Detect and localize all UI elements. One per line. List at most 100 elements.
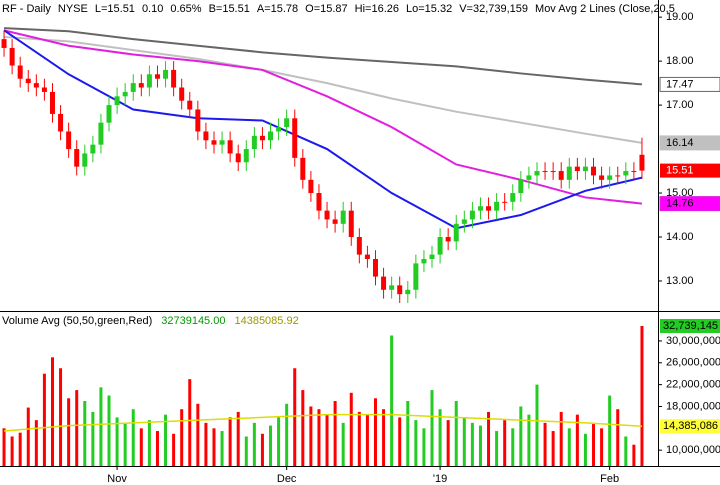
candle-body <box>98 122 104 145</box>
candle-body <box>639 154 645 171</box>
candle-body <box>437 237 443 255</box>
last-value-label: 14.76 <box>666 197 694 209</box>
volume-bar <box>503 420 507 466</box>
volume-bar <box>59 368 63 466</box>
volume-bar <box>285 403 289 466</box>
candle-body <box>566 166 572 180</box>
volume-bar <box>277 417 281 466</box>
volume-bar <box>438 409 442 466</box>
volume-bar <box>535 384 539 466</box>
candle-body <box>324 210 330 220</box>
candle-body <box>372 258 378 277</box>
volume-bar <box>365 414 369 466</box>
volume-bar <box>34 420 38 466</box>
candle-body <box>591 166 597 176</box>
header-item: Mov Avg 2 Lines (Close,20,5 <box>535 3 675 15</box>
candle-body <box>429 254 435 259</box>
volume-bar <box>115 417 119 466</box>
volume-bar <box>188 379 192 466</box>
header-item: Volume Avg (50,50,green,Red) <box>2 315 152 327</box>
volume-bar <box>454 401 458 466</box>
header-item: 32739145.00 <box>161 315 225 327</box>
volume-bar <box>2 428 6 466</box>
candle-body <box>550 171 556 173</box>
volume-bar <box>341 422 345 466</box>
volume-bar <box>495 431 499 466</box>
candle-body <box>623 171 629 176</box>
candle-body <box>542 171 548 173</box>
volume-bar <box>196 403 200 466</box>
volume-bar <box>608 395 612 466</box>
volume-bar <box>220 431 224 466</box>
volume-bar <box>390 335 394 466</box>
volume-bar <box>269 425 273 466</box>
volume-bar <box>252 422 256 466</box>
last-value-label: 14,385,086 <box>663 420 718 432</box>
volume-bar <box>301 390 305 466</box>
volume-bar <box>575 414 579 466</box>
candle-body <box>405 289 411 295</box>
volume-bar <box>83 401 87 466</box>
last-value-box <box>659 76 720 92</box>
volume-bar <box>551 431 555 466</box>
candle-body <box>154 74 160 79</box>
header-item: NYSE <box>58 3 88 15</box>
y-tick-label: 19.00 <box>666 11 694 23</box>
header-item: A=15.78 <box>257 3 298 15</box>
candle-body <box>421 258 427 264</box>
candle-body <box>631 171 637 173</box>
candle-body <box>534 171 540 176</box>
y-tick-label: 18,000,000 <box>666 400 720 412</box>
candle-body <box>332 219 338 224</box>
candle-body <box>445 237 451 242</box>
candle-body <box>171 69 177 88</box>
volume-bar <box>511 428 515 466</box>
y-tick-label: 13.00 <box>666 275 694 287</box>
volume-bar <box>430 390 434 466</box>
last-value-box <box>659 196 720 212</box>
candle-body <box>469 210 475 220</box>
candle-body <box>211 140 217 145</box>
volume-bar <box>559 411 563 466</box>
moving-average-line <box>3 27 643 86</box>
candle-body <box>259 135 265 141</box>
last-value-label: 16.14 <box>666 137 694 149</box>
y-tick-label: 26,000,000 <box>666 357 720 369</box>
volume-bar <box>139 428 143 466</box>
candle-body <box>300 157 306 180</box>
last-volume-box <box>660 318 720 333</box>
last-value-box <box>659 135 720 151</box>
candle-body <box>25 78 31 84</box>
y-tick-label: 18.00 <box>666 55 694 67</box>
volume-bar <box>317 409 321 466</box>
candle-body <box>33 83 39 88</box>
candle-body <box>308 179 314 194</box>
candle-body <box>58 113 64 132</box>
candle-body <box>599 175 605 180</box>
last-value-label: 17.47 <box>666 78 694 90</box>
header-item: 14385085.92 <box>234 315 298 327</box>
candle-body <box>615 175 621 177</box>
volume-header: Volume Avg (50,50,green,Red) 32739145.00 1… <box>2 315 299 327</box>
candle-body <box>1 39 7 48</box>
candle-body <box>316 193 322 211</box>
candle-body <box>356 237 362 255</box>
candle-body <box>276 127 282 132</box>
volume-bar <box>75 390 79 466</box>
candle-body <box>90 144 96 154</box>
candle-body <box>558 171 564 180</box>
volume-bar <box>228 417 232 466</box>
candle-body <box>195 109 201 132</box>
last-value-box <box>660 419 720 434</box>
volume-bar <box>357 411 361 466</box>
candle-body <box>219 140 225 145</box>
volume-bar <box>349 392 353 466</box>
candle-body <box>179 87 185 101</box>
candle-body <box>582 166 588 172</box>
y-tick-label: 15.00 <box>666 187 694 199</box>
candle-body <box>82 153 88 167</box>
volume-bar <box>91 411 95 466</box>
candle-body <box>235 153 241 163</box>
volume-bar <box>260 433 264 466</box>
